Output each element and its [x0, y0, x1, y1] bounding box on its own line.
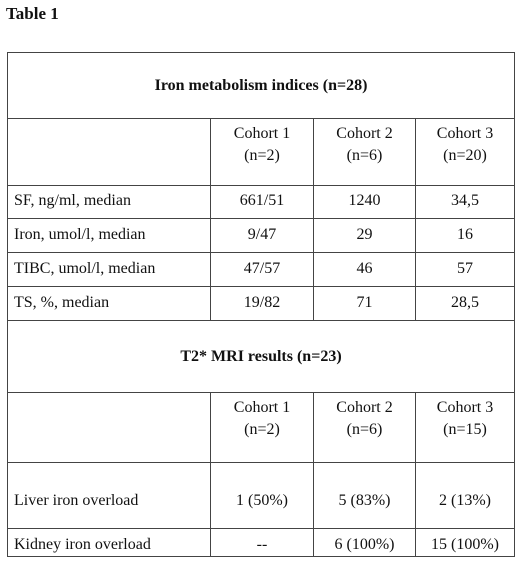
cell-value: 47/57 — [210, 252, 314, 287]
cell-value: 2 (13%) — [414, 462, 516, 529]
cell-value: 19/82 — [210, 286, 314, 321]
row-label: Iron, umol/l, median — [7, 218, 211, 253]
cell-value: 9/47 — [210, 218, 314, 253]
column-n: (n=2) — [244, 147, 280, 164]
column-header: Cohort 3 (n=20) — [414, 118, 516, 186]
row-label: Liver iron overload — [7, 462, 211, 529]
table-body: Iron metabolism indices (n=28) Cohort 1 (n… — [6, 52, 516, 557]
column-header: Cohort 3 (n=15) — [414, 392, 516, 463]
empty-cell — [7, 118, 211, 186]
data-row: TIBC, umol/l, median 47/57 46 57 — [7, 252, 516, 287]
column-header: Cohort 1 (n=2) — [210, 118, 314, 186]
column-header: Cohort 2 (n=6) — [313, 118, 416, 186]
row-label: Kidney iron overload — [7, 528, 211, 557]
column-name: Cohort 1 — [233, 125, 291, 142]
cell-value: 29 — [313, 218, 416, 253]
cell-value: 34,5 — [414, 185, 516, 219]
cell-value: 57 — [414, 252, 516, 287]
data-row: Kidney iron overload -- 6 (100%) 15 (100%) — [7, 528, 516, 557]
cell-value: 28,5 — [414, 286, 516, 321]
column-header: Cohort 1 (n=2) — [210, 392, 314, 463]
data-row: TS, %, median 19/82 71 28,5 — [7, 286, 516, 321]
empty-cell — [7, 392, 211, 463]
cell-value: 6 (100%) — [313, 528, 416, 557]
column-header: Cohort 2 (n=6) — [313, 392, 416, 463]
cell-value: 71 — [313, 286, 416, 321]
cell-value: 1 (50%) — [210, 462, 314, 529]
column-n: (n=2) — [244, 421, 280, 438]
table-title: Table 1 — [6, 4, 59, 23]
cell-value: 661/51 — [210, 185, 314, 219]
column-header-row: Cohort 1 (n=2) Cohort 2 (n=6) Cohort 3 (n=20) — [7, 118, 516, 186]
section-row: Iron metabolism indices (n=28) — [6, 52, 516, 119]
cell-value: 16 — [414, 218, 516, 253]
table: Iron metabolism indices (n=28) Cohort 1 (n… — [6, 52, 516, 557]
section-row: T2* MRI results (n=23) — [6, 320, 516, 393]
data-row: SF, ng/ml, median 661/51 1240 34,5 — [7, 185, 516, 219]
column-name: Cohort 1 — [233, 399, 291, 416]
row-label: TIBC, umol/l, median — [7, 252, 211, 287]
row-label: SF, ng/ml, median — [7, 185, 211, 219]
row-label: TS, %, median — [7, 286, 211, 321]
column-name: Cohort 3 — [436, 399, 494, 416]
column-n: (n=6) — [346, 421, 383, 438]
cell-value: 1240 — [313, 185, 416, 219]
cell-value: -- — [210, 528, 314, 557]
column-name: Cohort 3 — [436, 125, 494, 142]
column-name: Cohort 2 — [336, 399, 393, 416]
data-row: Iron, umol/l, median 9/47 29 16 — [7, 218, 516, 253]
column-name: Cohort 2 — [336, 125, 393, 142]
column-header-row: Cohort 1 (n=2) Cohort 2 (n=6) Cohort 3 (n=15) — [7, 392, 516, 463]
section-heading: Iron metabolism indices (n=28) — [6, 52, 516, 119]
cell-value: 46 — [313, 252, 416, 287]
column-n: (n=20) — [443, 147, 487, 164]
data-row: Liver iron overload 1 (50%) 5 (83%) 2 (13%) — [7, 462, 516, 529]
column-n: (n=15) — [443, 421, 487, 438]
section-heading: T2* MRI results (n=23) — [6, 320, 516, 393]
cell-value: 5 (83%) — [313, 462, 416, 529]
column-n: (n=6) — [346, 147, 383, 164]
cell-value: 15 (100%) — [414, 528, 516, 557]
